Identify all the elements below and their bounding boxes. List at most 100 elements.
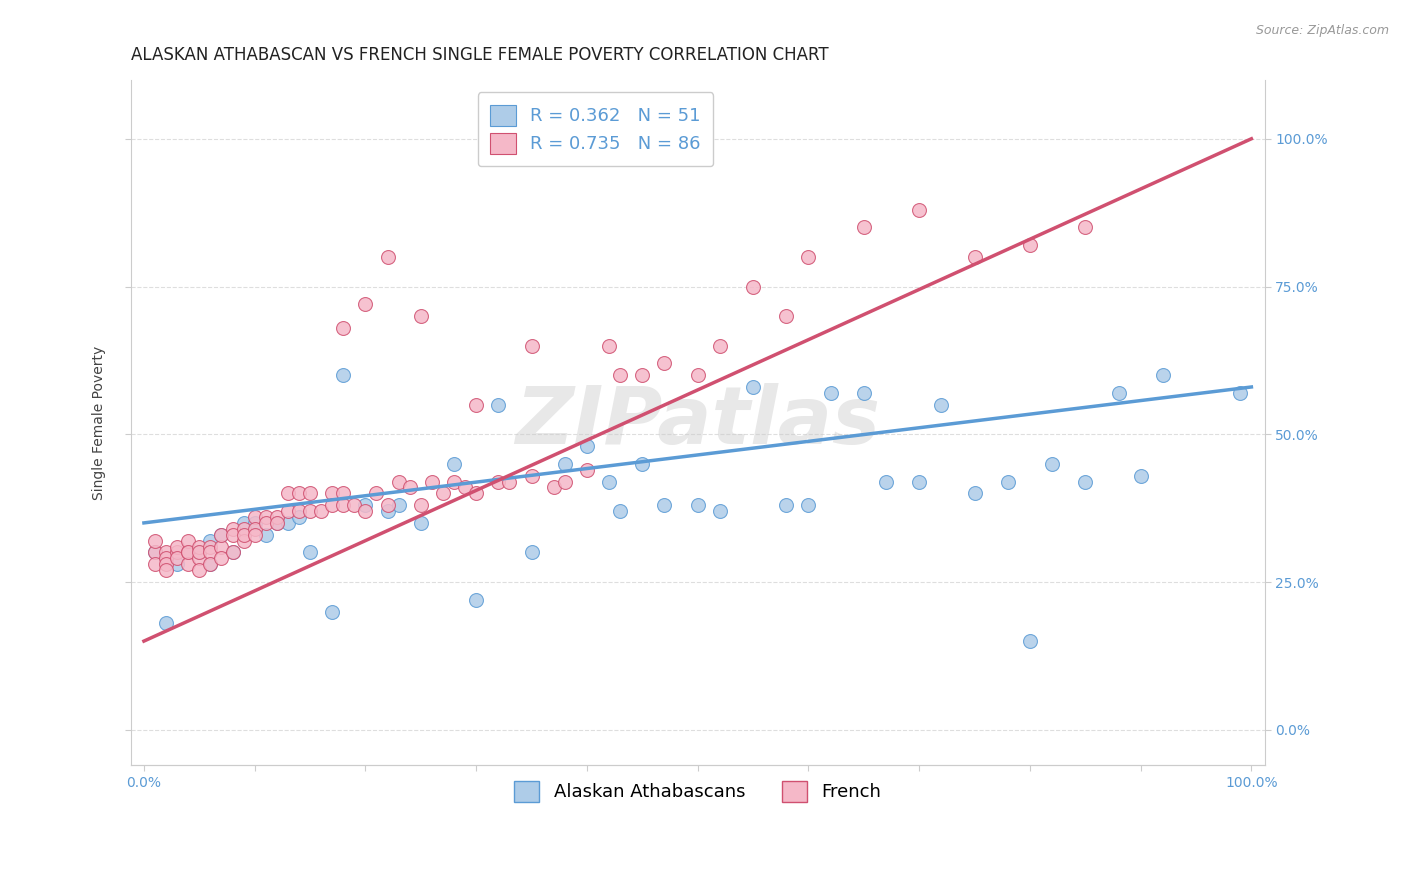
Point (155, 551, 177, 566)
Point (554, 457, 576, 471)
Point (143, 545, 166, 559)
Point (277, 504, 299, 518)
Point (575, 439, 598, 453)
Point (332, 498, 354, 512)
Point (997, 475, 1019, 489)
Point (221, 527, 243, 541)
Point (432, 486, 454, 500)
Point (299, 545, 322, 559)
Point (520, 338, 543, 352)
Point (409, 309, 432, 323)
Point (288, 486, 311, 500)
Point (321, 605, 343, 619)
Point (266, 516, 288, 530)
Point (232, 522, 254, 536)
Point (243, 522, 266, 536)
Point (797, 250, 820, 264)
Point (398, 480, 420, 494)
Point (232, 527, 254, 541)
Point (908, 475, 931, 489)
Point (543, 480, 565, 494)
Point (554, 475, 576, 489)
Point (1074, 220, 1097, 235)
Point (188, 563, 211, 577)
Point (775, 309, 797, 323)
Point (377, 250, 399, 264)
Point (277, 516, 299, 530)
Point (243, 516, 266, 530)
Point (155, 545, 177, 559)
Point (520, 468, 543, 483)
Point (254, 516, 277, 530)
Text: Source: ZipAtlas.com: Source: ZipAtlas.com (1256, 24, 1389, 37)
Point (409, 498, 432, 512)
Point (686, 498, 709, 512)
Point (609, 504, 631, 518)
Point (177, 545, 200, 559)
Point (299, 486, 322, 500)
Point (388, 498, 411, 512)
Point (221, 545, 243, 559)
Point (377, 498, 399, 512)
Point (188, 551, 211, 566)
Point (188, 540, 211, 554)
Point (309, 504, 332, 518)
Point (288, 504, 311, 518)
Point (598, 338, 620, 352)
Point (797, 498, 820, 512)
Point (654, 498, 676, 512)
Point (609, 368, 631, 383)
Point (654, 356, 676, 370)
Point (366, 486, 388, 500)
Point (354, 297, 377, 311)
Point (211, 527, 233, 541)
Point (277, 486, 299, 500)
Point (598, 475, 620, 489)
Point (166, 545, 188, 559)
Point (211, 540, 233, 554)
Point (486, 398, 509, 412)
Point (963, 250, 986, 264)
Point (266, 516, 288, 530)
Point (498, 475, 520, 489)
Point (709, 504, 731, 518)
Point (465, 486, 488, 500)
Point (332, 321, 354, 335)
Point (520, 545, 543, 559)
Point (254, 527, 277, 541)
Point (443, 475, 465, 489)
Point (465, 398, 488, 412)
Point (742, 380, 765, 394)
Point (177, 545, 200, 559)
Point (200, 545, 222, 559)
Point (200, 540, 222, 554)
Point (775, 498, 797, 512)
Point (575, 463, 598, 477)
Point (221, 522, 243, 536)
Point (211, 551, 233, 566)
Point (177, 545, 200, 559)
Point (1040, 457, 1063, 471)
Point (465, 592, 488, 607)
Point (211, 527, 233, 541)
Point (1108, 385, 1130, 400)
Point (321, 498, 343, 512)
Point (200, 533, 222, 548)
Point (875, 475, 897, 489)
Point (188, 545, 211, 559)
Point (709, 338, 731, 352)
Point (1152, 368, 1174, 383)
Point (1229, 385, 1251, 400)
Point (1019, 634, 1042, 648)
Point (188, 545, 211, 559)
Point (200, 558, 222, 572)
Point (631, 368, 654, 383)
Point (177, 533, 200, 548)
Text: ZIPatlas: ZIPatlas (515, 384, 880, 461)
Point (686, 368, 709, 383)
Point (354, 498, 377, 512)
Point (1129, 468, 1152, 483)
Point (200, 558, 222, 572)
Point (332, 486, 354, 500)
Point (243, 527, 266, 541)
